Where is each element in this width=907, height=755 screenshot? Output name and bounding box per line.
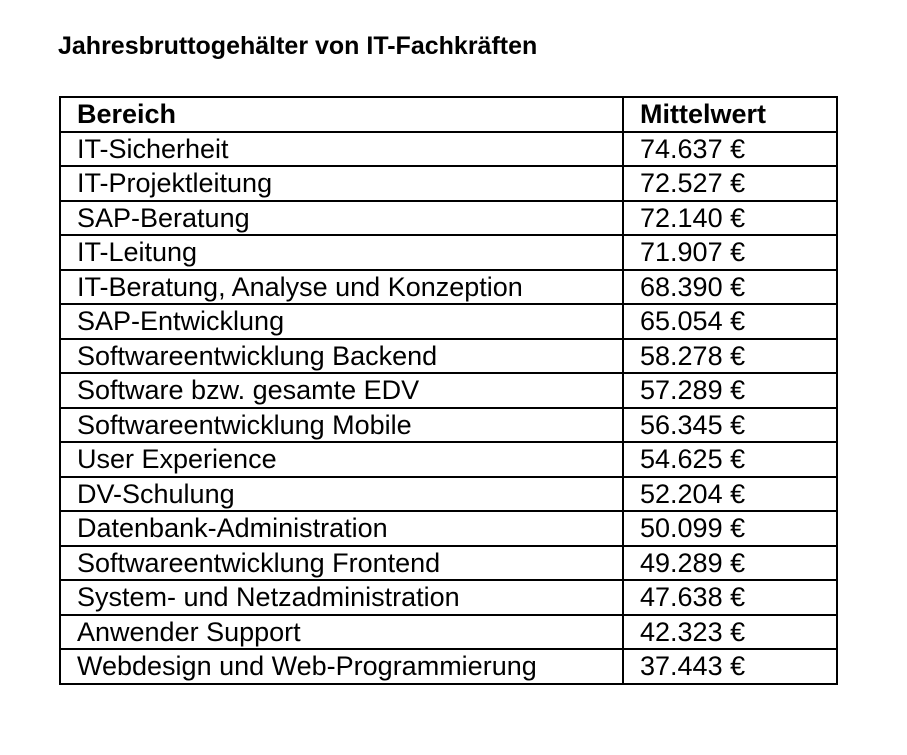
value-cell: 58.278 €: [622, 337, 838, 374]
header-cell: Bereich: [59, 96, 624, 133]
value-cell: 49.289 €: [622, 544, 838, 581]
value-cell: 72.527 €: [622, 165, 838, 202]
area-cell: DV-Schulung: [59, 475, 624, 512]
table-row: IT-Beratung, Analyse und Konzeption 68.39…: [59, 268, 838, 305]
value-cell: 47.638 €: [622, 579, 838, 616]
area-cell: IT-Sicherheit: [59, 130, 624, 167]
value-cell: 71.907 €: [622, 234, 838, 271]
table-header: Bereich Mittelwert: [59, 96, 838, 133]
table-body: IT-Sicherheit 74.637 € IT-Projektleitung 72…: [59, 130, 838, 685]
table-row: IT-Projektleitung 72.527 €: [59, 165, 838, 202]
value-cell: 52.204 €: [622, 475, 838, 512]
area-cell: IT-Beratung, Analyse und Konzeption: [59, 268, 624, 305]
value-cell: 54.625 €: [622, 441, 838, 478]
value-cell: 68.390 €: [622, 268, 838, 305]
table-row: Softwareentwicklung Frontend 49.289 €: [59, 544, 838, 581]
table-row: DV-Schulung 52.204 €: [59, 475, 838, 512]
table-row: IT-Sicherheit 74.637 €: [59, 130, 838, 167]
table-row: Software bzw. gesamte EDV 57.289 €: [59, 372, 838, 409]
value-cell: 65.054 €: [622, 303, 838, 340]
value-cell: 72.140 €: [622, 199, 838, 236]
table-row: Anwender Support 42.323 €: [59, 613, 838, 650]
value-cell: 37.443 €: [622, 648, 838, 685]
table-row: System- und Netzadministration 47.638 €: [59, 579, 838, 616]
area-cell: Datenbank-Administration: [59, 510, 624, 547]
area-cell: IT-Projektleitung: [59, 165, 624, 202]
area-cell: Softwareentwicklung Mobile: [59, 406, 624, 443]
table-row: SAP-Entwicklung 65.054 €: [59, 303, 838, 340]
area-cell: Anwender Support: [59, 613, 624, 650]
value-cell: 56.345 €: [622, 406, 838, 443]
area-cell: Softwareentwicklung Backend: [59, 337, 624, 374]
table-row: IT-Leitung 71.907 €: [59, 234, 838, 271]
area-cell: Webdesign und Web-Programmierung: [59, 648, 624, 685]
value-cell: 42.323 €: [622, 613, 838, 650]
title: Jahresbruttogehälter von IT-Fachkräften: [58, 32, 538, 60]
value-cell: 74.637 €: [622, 130, 838, 167]
table-row: SAP-Beratung 72.140 €: [59, 199, 838, 236]
area-cell: Softwareentwicklung Frontend: [59, 544, 624, 581]
table-row: Softwareentwicklung Mobile 56.345 €: [59, 406, 838, 443]
value-cell: 57.289 €: [622, 372, 838, 409]
area-cell: System- und Netzadministration: [59, 579, 624, 616]
value-cell: 50.099 €: [622, 510, 838, 547]
table-row: Softwareentwicklung Backend 58.278 €: [59, 337, 838, 374]
table-row: User Experience 54.625 €: [59, 441, 838, 478]
area-cell: IT-Leitung: [59, 234, 624, 271]
area-cell: SAP-Entwicklung: [59, 303, 624, 340]
area-cell: SAP-Beratung: [59, 199, 624, 236]
salary-table: Bereich Mittelwert IT-Sicherheit 74.637 € I…: [59, 96, 838, 685]
area-cell: Software bzw. gesamte EDV: [59, 372, 624, 409]
header-row: Bereich Mittelwert: [59, 96, 838, 133]
header-cell: Mittelwert: [622, 96, 838, 133]
table-row: Webdesign und Web-Programmierung 37.443 €: [59, 648, 838, 685]
table-row: Datenbank-Administration 50.099 €: [59, 510, 838, 547]
area-cell: User Experience: [59, 441, 624, 478]
